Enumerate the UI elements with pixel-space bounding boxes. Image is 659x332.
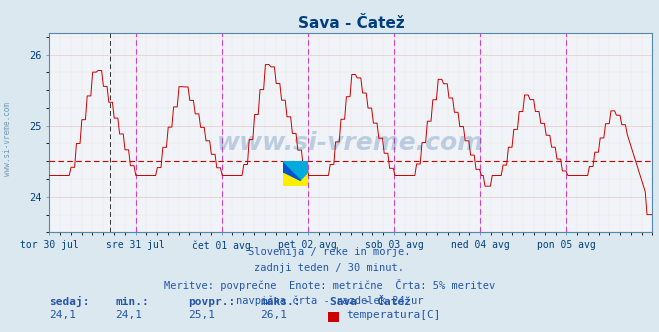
Title: Sava - Čatež: Sava - Čatež [298,16,404,31]
Text: www.si-vreme.com: www.si-vreme.com [217,131,484,155]
Polygon shape [283,161,308,186]
Polygon shape [283,173,308,186]
Text: min.:: min.: [115,297,149,307]
Text: 26,1: 26,1 [260,310,287,320]
Text: Slovenija / reke in morje.: Slovenija / reke in morje. [248,247,411,257]
Text: sedaj:: sedaj: [49,296,90,307]
Text: zadnji teden / 30 minut.: zadnji teden / 30 minut. [254,263,405,273]
Text: 24,1: 24,1 [115,310,142,320]
Text: www.si-vreme.com: www.si-vreme.com [3,103,13,176]
Text: temperatura[C]: temperatura[C] [346,310,440,320]
Text: Meritve: povprečne  Enote: metrične  Črta: 5% meritev: Meritve: povprečne Enote: metrične Črta:… [164,279,495,291]
Text: maks.:: maks.: [260,297,301,307]
Polygon shape [283,161,308,186]
Text: 24,1: 24,1 [49,310,76,320]
Text: Sava - Čatež: Sava - Čatež [330,297,411,307]
Text: povpr.:: povpr.: [188,297,235,307]
Text: navpična črta - razdelek 24 ur: navpična črta - razdelek 24 ur [236,295,423,306]
Polygon shape [283,161,308,186]
Text: 25,1: 25,1 [188,310,215,320]
Polygon shape [296,173,308,186]
